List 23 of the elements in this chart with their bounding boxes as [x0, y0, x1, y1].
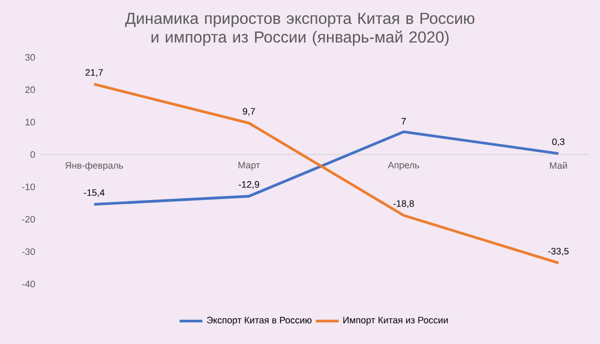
- data-label: -18,8: [393, 200, 414, 208]
- y-tick-label: 20: [25, 86, 35, 94]
- data-label: 21,7: [86, 69, 103, 77]
- data-label: 0,3: [552, 138, 564, 146]
- chart-title: Динамика приростов экспорта Китая в Россию и импорта из России (январь-май 2020): [125, 12, 474, 46]
- x-tick-label: Март: [238, 162, 260, 170]
- legend-label: Импорт Китая из России: [343, 316, 448, 326]
- legend-label: Экспорт Китая в Россию: [206, 316, 312, 326]
- x-tick-label: Май: [550, 162, 567, 169]
- y-tick-label: -40: [22, 280, 35, 288]
- y-tick-label: 10: [26, 118, 35, 126]
- data-label: 7: [402, 118, 406, 124]
- y-tick-label: 30: [25, 54, 35, 61]
- data-label: -12,9: [238, 181, 260, 189]
- x-tick-label: Апрель: [388, 162, 420, 170]
- x-tick-label: Янв-февраль: [65, 162, 123, 171]
- data-label: -33,5: [548, 248, 569, 256]
- y-tick-label: -10: [22, 184, 35, 190]
- y-tick-label: 0: [30, 151, 35, 158]
- y-tick-label: -30: [22, 248, 35, 255]
- y-tick-label: -20: [22, 216, 35, 223]
- data-label: -15,4: [84, 189, 105, 197]
- data-label: 9,7: [242, 108, 255, 116]
